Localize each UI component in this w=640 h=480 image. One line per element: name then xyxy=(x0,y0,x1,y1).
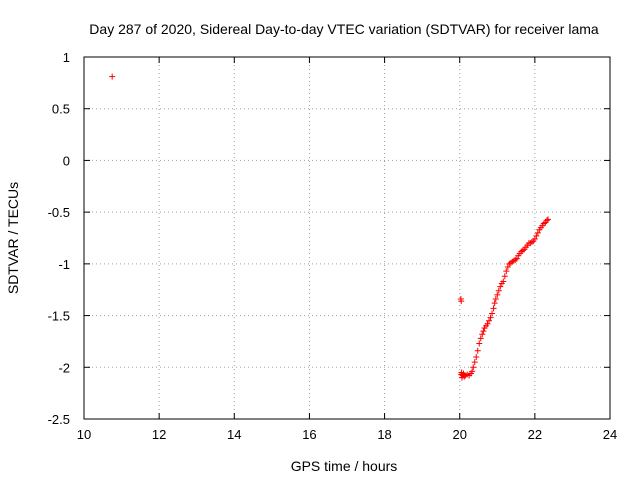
x-tick-label: 12 xyxy=(152,427,166,442)
data-point xyxy=(495,287,502,294)
data-point xyxy=(480,328,487,335)
data-point xyxy=(469,368,476,375)
data-point xyxy=(543,217,550,224)
data-point xyxy=(497,283,504,290)
x-tick-label: 24 xyxy=(603,427,617,442)
data-point xyxy=(545,216,552,223)
y-axis-tick-labels: 1 0.5 0 -0.5 -1 -1.5 -2 -2.5 xyxy=(48,50,70,427)
x-tick-label: 14 xyxy=(227,427,241,442)
x-tick-label: 16 xyxy=(302,427,316,442)
data-point xyxy=(490,305,497,312)
data-point xyxy=(461,373,468,380)
data-point xyxy=(109,73,116,80)
data-point xyxy=(486,317,493,324)
data-point xyxy=(487,314,494,321)
chart-title: Day 287 of 2020, Sidereal Day-to-day VTE… xyxy=(89,21,599,37)
x-tick-label: 22 xyxy=(528,427,542,442)
y-tick-label: -0.5 xyxy=(48,205,70,220)
x-axis-label: GPS time / hours xyxy=(291,458,398,474)
grid-lines xyxy=(84,57,610,419)
data-point xyxy=(476,340,483,347)
data-point xyxy=(458,298,465,305)
y-axis-label: SDTVAR / TECUs xyxy=(5,182,21,294)
data-point xyxy=(534,229,541,236)
y-tick-label: -2.5 xyxy=(48,412,70,427)
data-point xyxy=(500,278,507,285)
data-point xyxy=(474,347,481,354)
data-points xyxy=(109,73,552,381)
data-point xyxy=(504,263,511,270)
data-point xyxy=(492,296,499,303)
data-point xyxy=(494,291,501,298)
data-point xyxy=(484,320,491,327)
y-tick-label: 1 xyxy=(63,50,70,65)
data-point xyxy=(528,239,535,246)
axis-ticks xyxy=(83,56,611,420)
x-tick-label: 18 xyxy=(377,427,391,442)
y-tick-label: -1.5 xyxy=(48,309,70,324)
data-point xyxy=(513,255,520,262)
y-tick-label: -2 xyxy=(58,360,70,375)
data-point xyxy=(489,310,496,317)
data-point xyxy=(533,232,540,239)
plot-frame xyxy=(83,56,611,420)
data-point xyxy=(470,364,477,371)
x-axis-tick-labels: 10 12 14 16 18 20 22 24 xyxy=(77,427,617,442)
data-point xyxy=(477,335,484,342)
x-tick-label: 10 xyxy=(77,427,91,442)
data-point xyxy=(531,236,538,243)
data-point xyxy=(501,273,508,280)
data-point xyxy=(491,300,498,307)
y-tick-label: -1 xyxy=(58,257,70,272)
data-point xyxy=(471,359,478,366)
x-tick-label: 20 xyxy=(452,427,466,442)
data-point xyxy=(519,247,526,254)
y-tick-label: 0.5 xyxy=(52,102,70,117)
y-tick-label: 0 xyxy=(63,153,70,168)
data-point xyxy=(473,353,480,360)
data-point xyxy=(479,331,486,338)
data-point xyxy=(503,268,510,275)
